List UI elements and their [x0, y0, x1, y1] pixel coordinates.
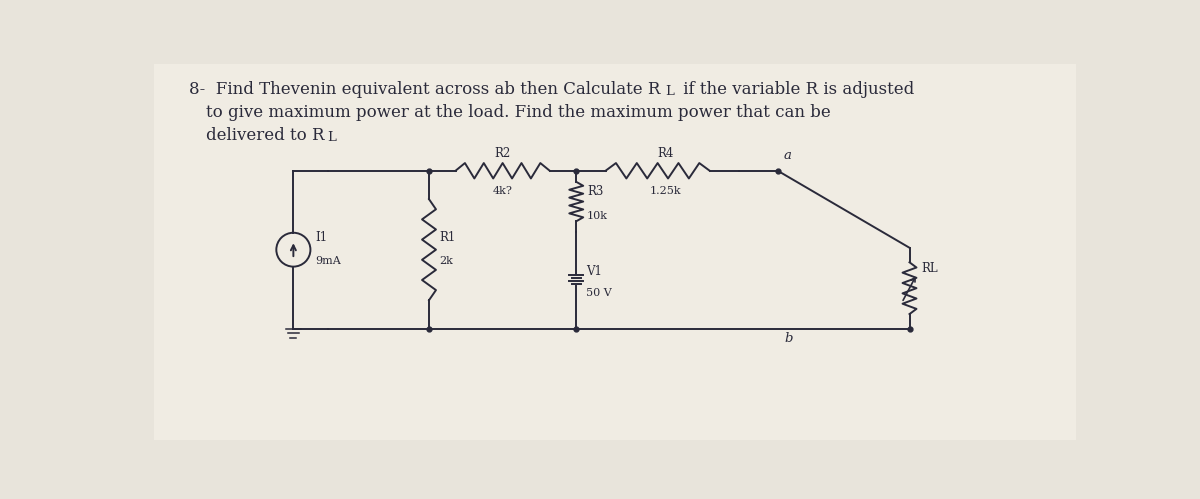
Text: 8-  Find Thevenin equivalent across ab then Calculate R: 8- Find Thevenin equivalent across ab th…	[188, 81, 660, 98]
Text: R1: R1	[439, 231, 455, 244]
Text: RL: RL	[922, 262, 937, 275]
Text: 9mA: 9mA	[316, 256, 341, 266]
Text: 2k: 2k	[439, 256, 452, 266]
Text: to give maximum power at the load. Find the maximum power that can be: to give maximum power at the load. Find …	[206, 104, 830, 121]
Text: delivered to R: delivered to R	[206, 127, 324, 144]
Text: R2: R2	[494, 147, 511, 160]
Text: L: L	[328, 131, 336, 144]
Text: I1: I1	[316, 231, 328, 244]
Text: b: b	[784, 332, 792, 345]
Text: a: a	[784, 149, 792, 162]
Text: 50 V: 50 V	[587, 288, 612, 298]
Text: if the variable R is adjusted: if the variable R is adjusted	[678, 81, 914, 98]
FancyBboxPatch shape	[154, 64, 1076, 440]
Text: 10k: 10k	[587, 211, 608, 221]
Text: 4k?: 4k?	[493, 186, 512, 196]
Text: 1.25k: 1.25k	[649, 186, 682, 196]
Text: R4: R4	[658, 147, 673, 160]
Text: L: L	[665, 85, 674, 98]
Text: R3: R3	[587, 185, 604, 198]
Text: V1: V1	[587, 265, 602, 278]
